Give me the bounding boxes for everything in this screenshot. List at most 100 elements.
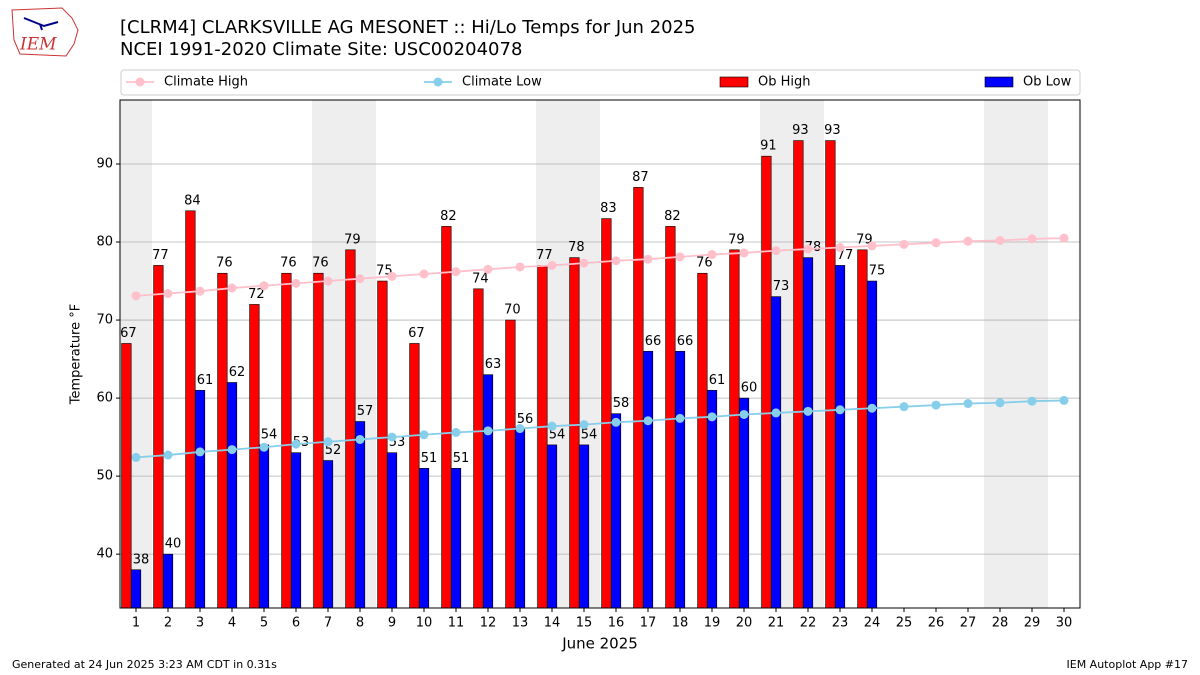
value-label: 84 [184, 193, 201, 208]
y-axis-label: Temperature °F [69, 304, 84, 405]
bar [386, 452, 398, 609]
x-tick-label: 17 [640, 616, 657, 631]
point [323, 276, 333, 286]
point [547, 260, 557, 270]
bar [185, 210, 196, 609]
point [259, 442, 269, 452]
bar [194, 389, 206, 609]
bar [569, 257, 580, 609]
x-tick-label: 27 [960, 616, 977, 631]
x-tick-label: 10 [416, 616, 433, 631]
bar [601, 218, 612, 609]
y-tick-label: 50 [96, 469, 113, 484]
value-label: 51 [453, 451, 470, 466]
y-tick-label: 40 [96, 547, 113, 562]
weekend-shade [984, 100, 1016, 608]
x-tick-label: 6 [292, 616, 300, 631]
legend-box [120, 69, 1081, 96]
value-label: 40 [165, 537, 182, 552]
x-tick-label: 7 [324, 616, 332, 631]
legend-swatch [984, 76, 1014, 88]
value-label: 54 [581, 427, 598, 442]
value-label: 56 [517, 412, 534, 427]
point [291, 439, 301, 449]
value-label: 72 [248, 287, 265, 302]
value-label: 63 [485, 357, 502, 372]
point [707, 250, 717, 260]
point [1027, 234, 1037, 244]
bar [802, 257, 814, 609]
point [387, 271, 397, 281]
point [707, 412, 717, 422]
bar [226, 382, 238, 609]
bar [162, 553, 174, 609]
bar [249, 304, 260, 609]
x-tick-label: 26 [928, 616, 945, 631]
value-label: 54 [549, 427, 566, 442]
x-tick-label: 22 [800, 616, 817, 631]
point [547, 421, 557, 431]
point [643, 254, 653, 264]
value-label: 38 [133, 552, 150, 567]
point [995, 398, 1005, 408]
value-label: 66 [677, 334, 694, 349]
x-tick-label: 8 [356, 616, 364, 631]
x-tick-label: 18 [672, 616, 689, 631]
point [451, 427, 461, 437]
point [419, 269, 429, 279]
x-tick-label: 2 [164, 616, 172, 631]
point [675, 413, 685, 423]
point [195, 286, 205, 296]
x-tick-label: 5 [260, 616, 268, 631]
x-tick-label: 11 [448, 616, 465, 631]
bar [450, 468, 462, 609]
point [579, 258, 589, 268]
line [135, 237, 1065, 297]
point [291, 278, 301, 288]
value-label: 76 [280, 256, 297, 271]
point [259, 281, 269, 291]
value-label: 73 [773, 279, 790, 294]
point [771, 246, 781, 256]
y-tick-label: 70 [96, 313, 113, 328]
point [739, 248, 749, 258]
value-label: 79 [344, 232, 361, 247]
bar [610, 413, 622, 609]
x-tick-label: 14 [544, 616, 561, 631]
bar [770, 296, 782, 609]
value-label: 62 [229, 365, 246, 380]
point [867, 241, 877, 251]
value-label: 77 [152, 248, 169, 263]
footer-left: Generated at 24 Jun 2025 3:23 AM CDT in … [12, 658, 277, 671]
value-label: 52 [325, 443, 342, 458]
value-label: 57 [357, 404, 374, 419]
value-label: 82 [664, 209, 681, 224]
point [355, 274, 365, 284]
bar [217, 272, 228, 609]
bar [121, 343, 132, 609]
bar [761, 155, 772, 609]
bar [153, 265, 164, 609]
point [227, 283, 237, 293]
bar [441, 226, 452, 609]
value-label: 77 [536, 248, 553, 263]
value-label: 78 [568, 240, 585, 255]
bar [345, 249, 356, 609]
point [803, 244, 813, 254]
value-label: 76 [696, 256, 713, 271]
value-label: 93 [792, 123, 809, 138]
point [995, 235, 1005, 245]
y-tick-label: 80 [96, 235, 113, 250]
bar [505, 319, 516, 609]
bar [793, 140, 804, 609]
value-label: 61 [197, 373, 214, 388]
point [355, 434, 365, 444]
value-label: 76 [312, 256, 329, 271]
bar [633, 187, 644, 609]
bar [482, 374, 494, 609]
chart-title: [CLRM4] CLARKSVILLE AG MESONET :: Hi/Lo … [120, 17, 696, 38]
value-label: 79 [728, 232, 745, 247]
x-tick-label: 23 [832, 616, 849, 631]
